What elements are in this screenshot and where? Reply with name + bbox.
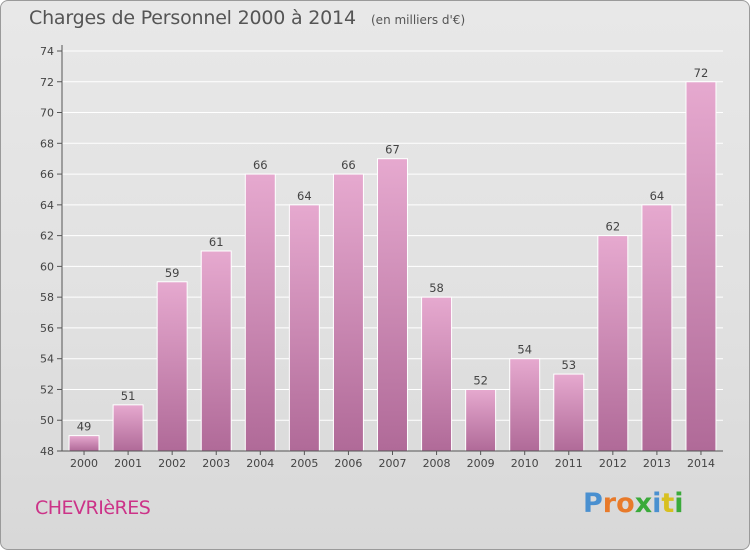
proxiti-logo: Proxiti [583,488,684,519]
x-tick-label: 2004 [246,457,274,470]
bar [642,205,672,451]
x-tick-label: 2001 [114,457,142,470]
bar [245,174,275,451]
value-label: 72 [694,66,709,80]
value-label: 61 [209,235,224,249]
x-tick-label: 2007 [379,457,407,470]
y-tick-label: 52 [40,383,54,396]
value-label: 53 [561,358,576,372]
bar [157,282,187,451]
y-tick-label: 74 [40,45,54,58]
bar [554,374,584,451]
value-label: 54 [517,343,532,357]
x-tick-label: 2000 [70,457,98,470]
y-tick-label: 56 [40,322,54,335]
y-tick-label: 54 [40,353,54,366]
bar [333,174,363,451]
bar [598,236,628,451]
bar [378,159,408,451]
value-label: 52 [473,373,488,387]
bar [113,405,143,451]
x-tick-label: 2010 [511,457,539,470]
bar [289,205,319,451]
logo-letter: r [603,488,616,519]
y-tick-label: 70 [40,107,54,120]
bar [466,389,496,451]
value-label: 58 [429,281,444,295]
x-tick-label: 2009 [467,457,495,470]
bar [686,82,716,451]
y-tick-label: 64 [40,199,54,212]
x-tick-label: 2014 [687,457,715,470]
y-tick-label: 62 [40,230,54,243]
bar [422,297,452,451]
value-label: 62 [606,220,621,234]
value-label: 67 [385,143,400,157]
value-label: 59 [165,266,180,280]
value-label: 64 [297,189,312,203]
x-tick-label: 2005 [290,457,318,470]
value-label: 64 [650,189,665,203]
y-tick-label: 60 [40,260,54,273]
bar [69,436,99,451]
commune-name: CHEVRIèRES [35,497,150,519]
x-tick-label: 2002 [158,457,186,470]
x-tick-label: 2011 [555,457,583,470]
logo-letter: i [674,488,683,519]
logo-letter: P [583,488,603,519]
y-tick-label: 72 [40,76,54,89]
value-label: 66 [253,158,268,172]
value-label: 49 [77,420,92,434]
y-tick-label: 68 [40,137,54,150]
x-tick-label: 2006 [334,457,362,470]
x-tick-label: 2003 [202,457,230,470]
y-tick-label: 66 [40,168,54,181]
logo-letter: i [652,488,661,519]
y-tick-label: 58 [40,291,54,304]
y-tick-label: 48 [40,445,54,458]
x-tick-label: 2012 [599,457,627,470]
logo-letter: t [661,488,674,519]
x-tick-label: 2008 [423,457,451,470]
x-tick-label: 2013 [643,457,671,470]
logo-letter: x [635,488,652,519]
logo-letter: o [616,488,635,519]
bar [201,251,231,451]
y-tick-label: 50 [40,414,54,427]
value-label: 66 [341,158,356,172]
value-label: 51 [121,389,136,403]
bar [510,359,540,451]
